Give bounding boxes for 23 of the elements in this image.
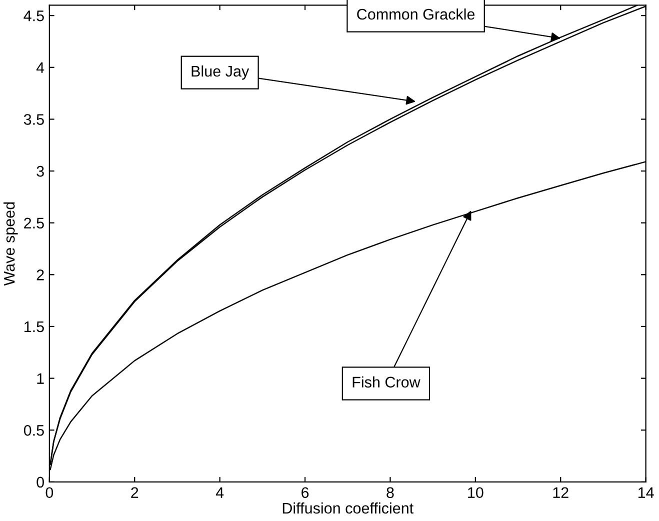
- x-tick-label: 6: [302, 487, 309, 498]
- x-tick-label: 4: [216, 487, 224, 498]
- y-tick-label: 3: [36, 166, 44, 177]
- x-tick-label: 0: [46, 487, 54, 498]
- x-tick-label: 14: [638, 487, 654, 498]
- y-axis-title: Wave speed: [4, 202, 18, 286]
- y-tick-label: 1: [37, 373, 44, 384]
- y-tick-label: 4.5: [24, 10, 44, 22]
- x-tick-label: 8: [386, 487, 394, 498]
- y-tick-label: 2: [36, 270, 44, 280]
- annotation: Common Grackle: [357, 8, 475, 20]
- annotation: Fish Crow: [352, 376, 420, 388]
- x-tick-label: 2: [131, 487, 138, 498]
- y-tick-label: 3.5: [24, 114, 44, 125]
- y-tick-label: 1.5: [24, 322, 44, 332]
- annotation: Blue Jay: [192, 65, 250, 80]
- y-tick-label: 4: [36, 62, 44, 73]
- x-axis-title: Diffusion coefficient: [282, 502, 414, 514]
- y-tick-label: 2.5: [24, 218, 44, 229]
- y-tick-label: 0.5: [24, 424, 44, 436]
- y-tick-label: 0: [36, 476, 44, 488]
- x-tick-label: 12: [553, 487, 568, 498]
- x-tick-label: 10: [468, 487, 484, 498]
